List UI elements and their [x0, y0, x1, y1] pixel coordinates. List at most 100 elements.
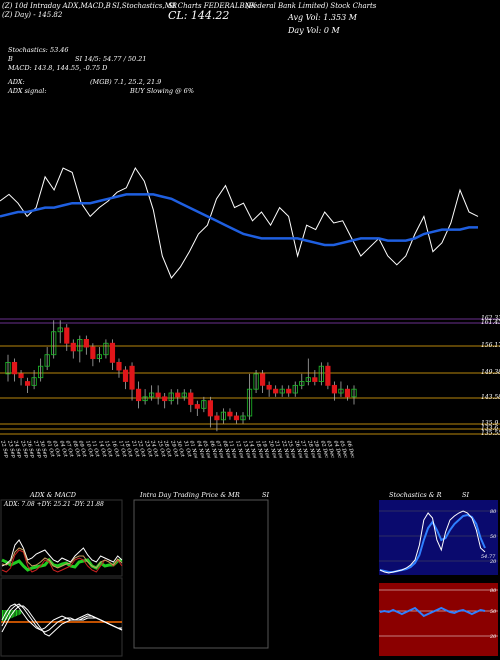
adx-readout: ADX: 7.08 +DY: 25.21 -DY: 21.88 [4, 501, 104, 508]
price-level-label: 156.17 [481, 342, 500, 349]
candle-body [96, 354, 102, 359]
candle-body [44, 354, 50, 367]
candle-body [331, 384, 338, 394]
macd-histogram-bar [20, 610, 22, 615]
macd-histogram-bar [4, 610, 6, 621]
candle-body [64, 327, 70, 344]
candle-body [260, 373, 266, 386]
moving-average-line [0, 193, 478, 247]
macd-histogram-bar [10, 610, 12, 619]
header-segment: (Federal Bank Limited) Stock Charts [246, 2, 377, 10]
candle-body [142, 396, 148, 402]
avg-vol: Avg Vol: 1.353 M [288, 13, 357, 22]
macd-histogram-bar [9, 610, 10, 619]
candle-body [253, 373, 259, 390]
candle-body [11, 361, 18, 375]
price-level-label: 162.33 [481, 315, 500, 322]
candle-body [194, 404, 200, 409]
header-segment: SI Charts FEDERALBNK [168, 2, 256, 10]
candle-body [305, 377, 311, 382]
candle-body [201, 400, 207, 409]
macd-histogram-bar [14, 610, 16, 617]
rsi-line [379, 606, 486, 618]
price-chart [0, 166, 500, 435]
rsi-tick-label: 50 [490, 609, 497, 615]
adx-signal-label: ADX signal: [8, 87, 47, 95]
macd-histogram-bar [6, 610, 8, 621]
price-level-label: 135.55 [481, 430, 500, 437]
candle-body [109, 342, 116, 363]
macd-panel [0, 577, 123, 657]
candle-body [220, 411, 227, 421]
stoch-tick-label: 80 [490, 509, 497, 515]
candle-body [279, 388, 285, 394]
candle-body [188, 392, 194, 405]
stoch-si-title: SI [462, 491, 470, 499]
candle-body [286, 388, 292, 394]
stoch-last-value: 54.77 [481, 554, 496, 560]
candle-body [77, 339, 83, 352]
candle-body [214, 415, 220, 421]
intraday-si: SI [262, 491, 270, 499]
price-level-label: 135.9 [481, 420, 499, 427]
intraday-panel [133, 499, 269, 649]
adx-label: ADX: [8, 78, 25, 86]
close-label: CL: 144.22 [168, 9, 230, 22]
candle-body [240, 415, 246, 421]
candle-body [70, 342, 76, 352]
header-segment: (Z) 10d Intraday ADX,MACD,B [2, 2, 111, 10]
adx-line [1, 549, 123, 573]
candle-body [5, 361, 11, 375]
candle-body [51, 331, 57, 356]
price-level-label: 143.58 [481, 394, 500, 401]
rsi-tick-label: 20 [489, 634, 497, 640]
stoch-si: SI 14/5: 54.77 / 50.21 [75, 55, 147, 63]
price-level-label: 161.45 [481, 319, 500, 326]
candle-body [135, 388, 142, 402]
stochastics-k-line [379, 510, 486, 574]
candle-body [129, 365, 135, 390]
rsi-panel [379, 583, 498, 656]
candle-body [246, 388, 253, 417]
candle-body [338, 388, 344, 394]
candle-body [38, 365, 44, 379]
candle-body [149, 392, 155, 398]
candle-body [83, 339, 89, 348]
candle-body [266, 384, 272, 390]
candle-body [155, 392, 161, 398]
candle-body [103, 342, 109, 356]
header-line2: (Z) Day) - 145.82 [2, 11, 63, 19]
close-price-line [0, 166, 479, 279]
stoch-tick-label: 20 [489, 559, 497, 565]
candle-body [181, 392, 187, 398]
adx-signal-line [1, 547, 123, 569]
adx-values: (MGB) 7.1, 25.2, 21.9 [90, 78, 162, 86]
price-level-label: 133.6 [481, 425, 499, 432]
macd-histogram-bar [13, 610, 15, 618]
rsi-tick-label: 80 [490, 588, 497, 594]
candle-body [31, 377, 37, 386]
stoch-tick-label: 50 [490, 534, 497, 540]
candle-body [57, 327, 63, 333]
intraday-title: Intra Day Trading Price & MR [140, 491, 240, 499]
candle-body [233, 415, 240, 421]
candle-body [162, 396, 168, 402]
macd-histogram-bar [17, 610, 19, 616]
macd-histogram-bar [18, 610, 20, 615]
candle-body [122, 369, 129, 382]
macd-histogram-bar [2, 610, 3, 622]
candle-body [344, 388, 351, 398]
macd-trend-line [1, 605, 123, 637]
candle-body [175, 392, 181, 398]
candle-body [325, 365, 331, 386]
candle-body [18, 373, 24, 379]
candle-body [24, 381, 31, 386]
macd-histogram-bar [16, 610, 17, 616]
candle-body [207, 400, 213, 417]
adx-macd-title: ADX & MACD [30, 491, 76, 499]
candle-body [116, 361, 122, 371]
adx-minus-line [1, 539, 123, 567]
stoch-title: Stochastics & R [389, 491, 442, 499]
header-segment: SI,Stochastics,MR [112, 2, 178, 10]
stochastics-readout: Stochastics: 53.46 [8, 46, 69, 54]
